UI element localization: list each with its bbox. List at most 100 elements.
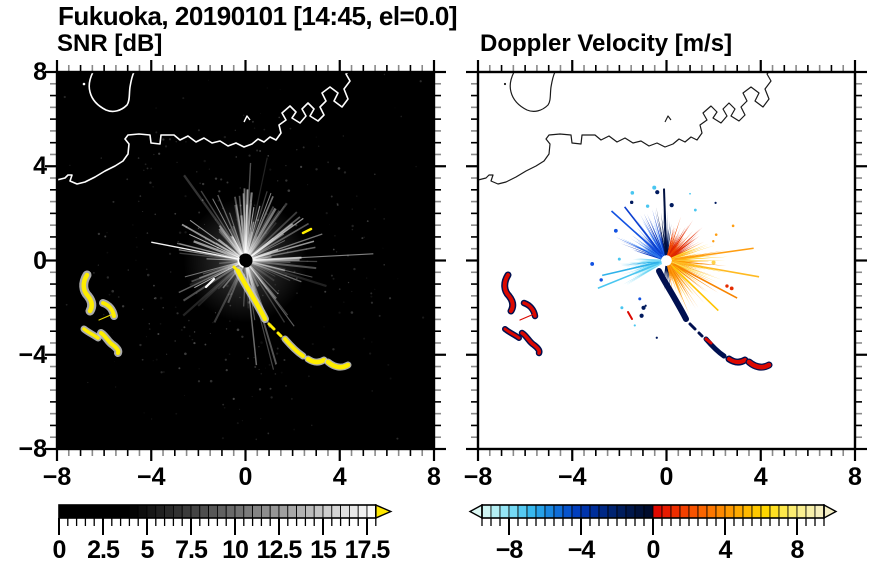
velocity-panel-title: Doppler Velocity [m/s] [480,30,733,57]
snr-y-tick-label: −8 [18,435,47,463]
velocity-colorbar-scale-tick-label: 8 [790,536,805,564]
colorbar-cell [670,504,681,519]
velocity-colorbar-scale-tick-label: −8 [495,536,524,564]
snr-colorbar-scale-tick-label: 17.5 [344,536,391,564]
colorbar-cell [616,504,627,519]
snr-colorbar-scale [58,504,393,535]
colorbar-cell [190,504,201,519]
velocity-colorbar-scale-tick-label: −4 [567,536,596,564]
clutter-rays [151,157,374,370]
colorbar-cell [366,504,377,519]
colorbar-cell [697,504,708,519]
velocity-panel-canvas [466,60,867,461]
colorbar-cell [252,504,262,519]
colorbar-cell [357,504,368,519]
snr-y-tick-label: 0 [33,246,47,275]
colorbar-cell [208,504,218,519]
vel-x-tick-label: −4 [557,463,587,491]
colorbar-cell [499,504,510,519]
snr-colorbar-scale-tick-label: 5 [140,536,155,564]
colorbar-cell [517,504,528,519]
snr-art [57,72,425,441]
snr-y-tick-label: 4 [33,152,47,181]
vel-x-tick-label: −8 [463,463,493,491]
colorbar-cell [490,504,501,519]
velocity-fan [590,185,760,339]
snr-colorbar-scale-tick-label: 10 [222,536,249,564]
vel-x-tick-label: 8 [848,463,862,491]
colorbar-cell [243,504,254,519]
colorbar-cell [562,504,573,519]
colorbar-cell [58,504,69,519]
speckle-noise [60,73,425,441]
snr-y-tick-label: 8 [33,58,47,86]
snr-x-tick-label: 0 [238,463,253,491]
colorbar-cell [769,504,780,519]
colorbar-cell [67,504,78,519]
velocity-colorbar-scale-tick-label: 4 [718,536,733,564]
colorbar-cell [796,504,807,519]
under-arrow [468,504,483,520]
colorbar-cell [225,504,236,519]
colorbar-cell [625,504,636,519]
colorbar-cell [129,504,139,519]
colorbar-cell [164,504,174,519]
colorbar-cell [688,504,699,519]
colorbar-cell [111,504,121,519]
colorbar-cell [93,504,104,519]
colorbar-cell [643,504,654,519]
colorbar-cell [778,504,789,519]
colorbar-cell [571,504,582,519]
colorbar-cell [814,504,825,519]
colorbar-cell [724,504,735,519]
velocity-art [478,72,773,371]
plot-frame [476,70,857,451]
snr-x-tick-label: −4 [136,463,166,491]
colorbar-cell [76,504,86,519]
colorbar-cell [607,504,618,519]
colorbar-cell [84,504,95,519]
snr-colorbar-scale-tick-label: 15 [310,536,337,564]
colorbar-cell [508,504,519,519]
colorbar-cell [589,504,600,519]
colorbar-cell [269,504,280,519]
colorbar-cell [199,504,210,519]
snr-colorbar-scale-tick-label: 12.5 [256,536,303,564]
colorbar-cell [102,504,113,519]
radar-site-marker [237,253,253,268]
vel-x-tick-label: 0 [659,463,674,491]
colorbar-cell [598,504,609,519]
colorbar-cell [296,504,306,519]
colorbar-cell [216,504,227,519]
plot-frame [55,70,436,451]
colorbar-cell [634,504,645,519]
snr-colorbar [58,504,393,535]
colorbar-cell [234,504,245,519]
colorbar-cell [348,504,359,519]
snr-panel-canvas [45,60,446,461]
colorbar-cell [260,504,271,519]
colorbar-cell [287,504,298,519]
snr-x-tick-label: −8 [42,463,72,491]
colorbar-cell [535,504,546,519]
colorbar-cell [715,504,726,519]
vel-x-tick-label: 4 [753,463,768,491]
velocity-colorbar-scale-tick-label: 0 [646,536,661,564]
colorbar-cell [322,504,333,519]
over-arrow [823,504,838,520]
colorbar-cell [481,504,492,519]
snr-colorbar-scale-tick-label: 0 [52,536,67,564]
colorbar-cell [679,504,690,519]
colorbar-cell [805,504,816,519]
colorbar-cell [331,504,341,519]
colorbar-cell [146,504,157,519]
overflow-arrow [375,504,393,520]
snr-panel-title: SNR [dB] [57,30,163,57]
colorbar-cell [278,504,289,519]
radar-site-marker [661,255,672,266]
colorbar-cell [173,504,183,519]
snr-x-tick-label: 4 [332,463,347,491]
snr-colorbar-scale-tick-label: 2.5 [87,536,120,564]
coastline [57,72,351,185]
